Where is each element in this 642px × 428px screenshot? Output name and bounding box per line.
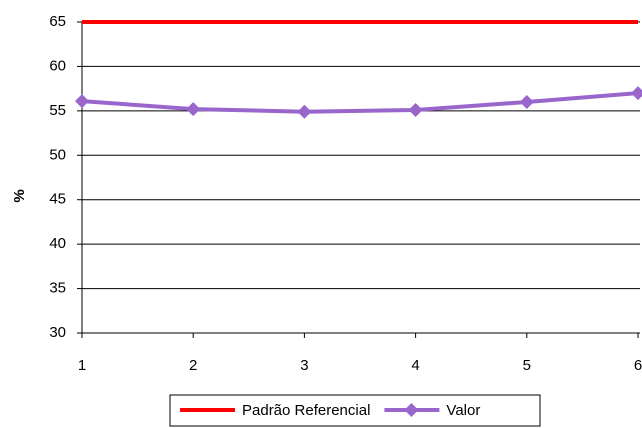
legend-marker	[404, 403, 419, 417]
y-tick-label: 30	[49, 324, 66, 341]
x-tick-label: 6	[634, 357, 642, 374]
y-tick-label: 50	[49, 146, 66, 163]
legend: Padrão Referencial Valor	[169, 394, 541, 427]
y-tick-label: 35	[49, 280, 66, 297]
legend-label: Valor	[446, 402, 480, 419]
point	[519, 94, 534, 109]
x-tick-label: 3	[300, 357, 308, 374]
point	[297, 104, 312, 119]
legend-label: Padrão Referencial	[242, 402, 370, 419]
x-tick-label: 4	[411, 357, 419, 374]
point	[631, 86, 642, 101]
y-tick-label: 45	[49, 191, 66, 208]
y-tick-label: 55	[49, 102, 66, 119]
series-line	[81, 91, 639, 114]
y-tick-label: 65	[49, 13, 66, 30]
x-tick-label: 2	[189, 357, 197, 374]
x-tick-label: 5	[523, 357, 531, 374]
y-tick-label: 40	[49, 235, 66, 252]
point	[408, 102, 423, 117]
y-tick-label: 60	[49, 57, 66, 74]
x-tick-label: 1	[78, 357, 86, 374]
y-axis-label: %	[11, 189, 28, 202]
point	[186, 102, 201, 117]
point	[75, 94, 89, 109]
